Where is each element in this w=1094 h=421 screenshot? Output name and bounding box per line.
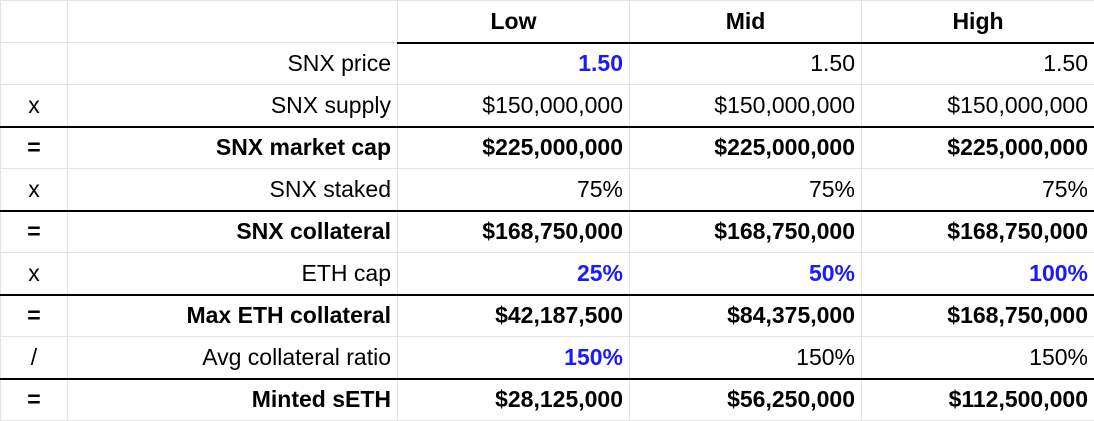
mid-cell[interactable]: 50% bbox=[630, 253, 862, 295]
high-cell[interactable]: 150% bbox=[862, 337, 1094, 379]
label-cell[interactable]: Minted sETH bbox=[68, 379, 398, 421]
label-cell[interactable]: Max ETH collateral bbox=[68, 295, 398, 337]
op-cell[interactable]: = bbox=[1, 379, 68, 421]
high-cell[interactable]: 1.50 bbox=[862, 43, 1094, 85]
low-cell[interactable]: 75% bbox=[398, 169, 630, 211]
low-cell[interactable]: $168,750,000 bbox=[398, 211, 630, 253]
high-cell[interactable]: $112,500,000 bbox=[862, 379, 1094, 421]
high-cell[interactable]: $168,750,000 bbox=[862, 211, 1094, 253]
op-cell[interactable]: = bbox=[1, 295, 68, 337]
label-cell[interactable]: SNX market cap bbox=[68, 127, 398, 169]
row-snx-supply: x SNX supply $150,000,000 $150,000,000 $… bbox=[1, 85, 1094, 127]
row-snx-staked: x SNX staked 75% 75% 75% bbox=[1, 169, 1094, 211]
high-cell[interactable]: $168,750,000 bbox=[862, 295, 1094, 337]
mid-cell[interactable]: 75% bbox=[630, 169, 862, 211]
label-cell[interactable]: Avg collateral ratio bbox=[68, 337, 398, 379]
row-eth-cap: x ETH cap 25% 50% 100% bbox=[1, 253, 1094, 295]
row-snx-market-cap: = SNX market cap $225,000,000 $225,000,0… bbox=[1, 127, 1094, 169]
op-cell[interactable]: x bbox=[1, 169, 68, 211]
op-cell[interactable]: x bbox=[1, 85, 68, 127]
op-cell[interactable] bbox=[1, 43, 68, 85]
mid-cell[interactable]: $84,375,000 bbox=[630, 295, 862, 337]
mid-cell[interactable]: 1.50 bbox=[630, 43, 862, 85]
label-cell[interactable]: SNX supply bbox=[68, 85, 398, 127]
op-cell[interactable]: x bbox=[1, 253, 68, 295]
low-cell[interactable]: 1.50 bbox=[398, 43, 630, 85]
low-cell[interactable]: $42,187,500 bbox=[398, 295, 630, 337]
op-cell[interactable]: = bbox=[1, 127, 68, 169]
label-cell[interactable]: ETH cap bbox=[68, 253, 398, 295]
low-cell[interactable]: $150,000,000 bbox=[398, 85, 630, 127]
low-cell[interactable]: 150% bbox=[398, 337, 630, 379]
row-snx-price: SNX price 1.50 1.50 1.50 bbox=[1, 43, 1094, 85]
header-row: Low Mid High bbox=[1, 1, 1094, 43]
row-snx-collateral: = SNX collateral $168,750,000 $168,750,0… bbox=[1, 211, 1094, 253]
header-mid[interactable]: Mid bbox=[630, 1, 862, 43]
high-cell[interactable]: $225,000,000 bbox=[862, 127, 1094, 169]
low-cell[interactable]: $28,125,000 bbox=[398, 379, 630, 421]
header-op-cell[interactable] bbox=[1, 1, 68, 43]
high-cell[interactable]: $150,000,000 bbox=[862, 85, 1094, 127]
low-cell[interactable]: $225,000,000 bbox=[398, 127, 630, 169]
mid-cell[interactable]: $225,000,000 bbox=[630, 127, 862, 169]
label-cell[interactable]: SNX price bbox=[68, 43, 398, 85]
high-cell[interactable]: 100% bbox=[862, 253, 1094, 295]
label-cell[interactable]: SNX collateral bbox=[68, 211, 398, 253]
row-minted-seth: = Minted sETH $28,125,000 $56,250,000 $1… bbox=[1, 379, 1094, 421]
header-low[interactable]: Low bbox=[398, 1, 630, 43]
row-avg-collateral-ratio: / Avg collateral ratio 150% 150% 150% bbox=[1, 337, 1094, 379]
mid-cell[interactable]: $56,250,000 bbox=[630, 379, 862, 421]
mid-cell[interactable]: $150,000,000 bbox=[630, 85, 862, 127]
high-cell[interactable]: 75% bbox=[862, 169, 1094, 211]
op-cell[interactable]: = bbox=[1, 211, 68, 253]
mid-cell[interactable]: 150% bbox=[630, 337, 862, 379]
header-label-cell[interactable] bbox=[68, 1, 398, 43]
op-cell[interactable]: / bbox=[1, 337, 68, 379]
low-cell[interactable]: 25% bbox=[398, 253, 630, 295]
row-max-eth-collateral: = Max ETH collateral $42,187,500 $84,375… bbox=[1, 295, 1094, 337]
header-high[interactable]: High bbox=[862, 1, 1094, 43]
mid-cell[interactable]: $168,750,000 bbox=[630, 211, 862, 253]
label-cell[interactable]: SNX staked bbox=[68, 169, 398, 211]
